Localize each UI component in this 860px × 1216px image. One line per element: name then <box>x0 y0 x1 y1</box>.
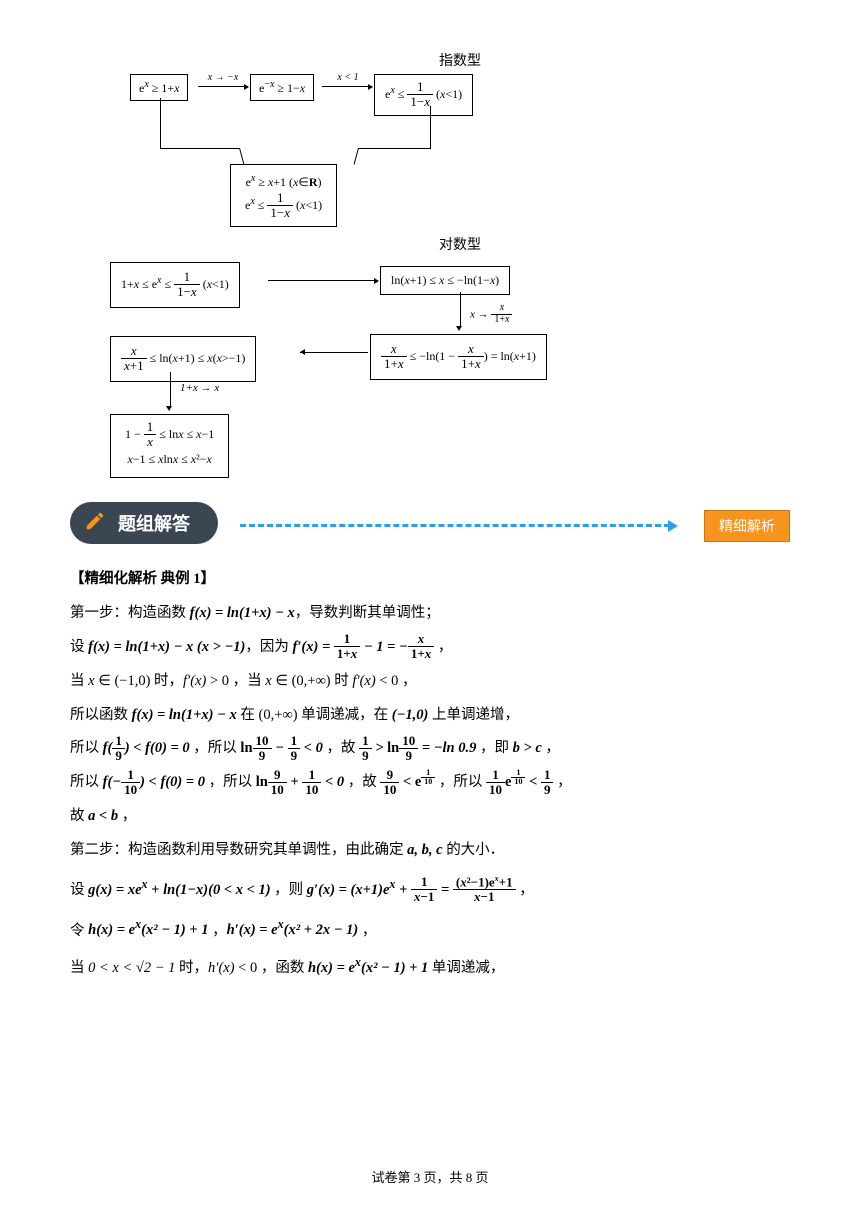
pencil-icon <box>84 510 106 532</box>
d2-box4: xx+1 ≤ ln(x+1) ≤ x(x>−1) <box>110 336 256 382</box>
section-header: 题组解答 精细解析 <box>70 502 790 562</box>
d1-box4: ex ≥ x+1 (x∈R) ex ≤ 11−x (x<1) <box>230 164 337 227</box>
solution-title: 【精细化解析 典例 1】 <box>70 564 790 596</box>
dashed-arrow <box>240 524 670 527</box>
line6: 所以 f(−110) < f(0) = 0 ，所以 ln910 + 110 < … <box>70 767 790 799</box>
d1-arrow1 <box>198 86 248 87</box>
line11: 当 0 < x < √2 − 1 时，h′(x) < 0 ，函数 h(x) = … <box>70 949 790 985</box>
d2-box2: ln(x+1) ≤ x ≤ −ln(1−x) <box>380 266 510 295</box>
line3: 当 x ∈ (−1,0) 时，f′(x) > 0 ，当 x ∈ (0,+∞) 时… <box>70 666 790 698</box>
line7: 故 a < b ， <box>70 801 790 833</box>
badge-left-text: 题组解答 <box>118 514 190 534</box>
badge-detail: 精细解析 <box>704 510 790 542</box>
d1-box2: e−x ≥ 1−x <box>250 74 314 101</box>
d2-box5: 1 − 1x ≤ lnx ≤ x−1 x−1 ≤ xlnx ≤ x²−x <box>110 414 229 478</box>
d2-arrow1 <box>268 280 378 281</box>
diagram-exponential: ex ≥ 1+x x → −x e−x ≥ 1−x x < 1 ex ≤ 11−… <box>130 74 790 274</box>
l2b: ，因为 <box>245 639 292 655</box>
d2-arrow3 <box>300 352 368 353</box>
page: 指数型 ex ≥ 1+x x → −x e−x ≥ 1−x x < 1 ex ≤… <box>0 0 860 985</box>
l4a: 所以函数 <box>70 707 132 723</box>
d2-arrow2-label: x → x1+x <box>470 304 512 326</box>
d1-arrow2-label: x < 1 <box>328 72 368 83</box>
page-footer: 试卷第 3 页，共 8 页 <box>0 1167 860 1186</box>
line10: 令 h(x) = ex(x² − 1) + 1 ，h′(x) = ex(x² +… <box>70 912 790 948</box>
line4: 所以函数 f(x) = ln(1+x) − x 在 (0,+∞) 单调递减，在 … <box>70 700 790 732</box>
step1-label: 第一步：构造函数 <box>70 605 190 621</box>
diagram1-title: 指数型 <box>130 50 790 70</box>
badge-answer: 题组解答 <box>70 502 218 544</box>
d2-arrow3-head <box>300 349 305 355</box>
d1-arrow1-label: x → −x <box>200 72 246 83</box>
line5: 所以 f(19) < f(0) = 0 ，所以 ln109 − 19 < 0 ，… <box>70 733 790 765</box>
d2-box1: 1+x ≤ ex ≤ 11−x (x<1) <box>110 262 240 308</box>
l2a: 设 <box>70 639 88 655</box>
step1-tail: ，导数判断其单调性； <box>295 605 440 621</box>
d1-box1: ex ≥ 1+x <box>130 74 188 101</box>
step1: 第一步：构造函数 f(x) = ln(1+x) − x，导数判断其单调性； <box>70 598 790 630</box>
diagram-logarithmic: 1+x ≤ ex ≤ 11−x (x<1) ln(x+1) ≤ x ≤ −ln(… <box>110 262 790 492</box>
step2: 第二步：构造函数利用导数研究其单调性，由此确定 a, b, c 的大小． <box>70 835 790 867</box>
d1-arrow2 <box>322 86 372 87</box>
d2-arrow-down <box>456 326 462 331</box>
d2-arrow4-head <box>166 406 172 411</box>
line2: 设 f(x) = ln(1+x) − x (x > −1)，因为 f′(x) =… <box>70 632 790 664</box>
d2-box3: x1+x ≤ −ln(1 − x1+x) = ln(x+1) <box>370 334 547 380</box>
line9: 设 g(x) = xex + ln(1−x)(0 < x < 1) ，则 g′(… <box>70 869 790 910</box>
d2-arrow4-label: 1+x → x <box>180 382 219 394</box>
solution-content: 【精细化解析 典例 1】 第一步：构造函数 f(x) = ln(1+x) − x… <box>70 564 790 985</box>
d1-box3: ex ≤ 11−x (x<1) <box>374 74 473 116</box>
